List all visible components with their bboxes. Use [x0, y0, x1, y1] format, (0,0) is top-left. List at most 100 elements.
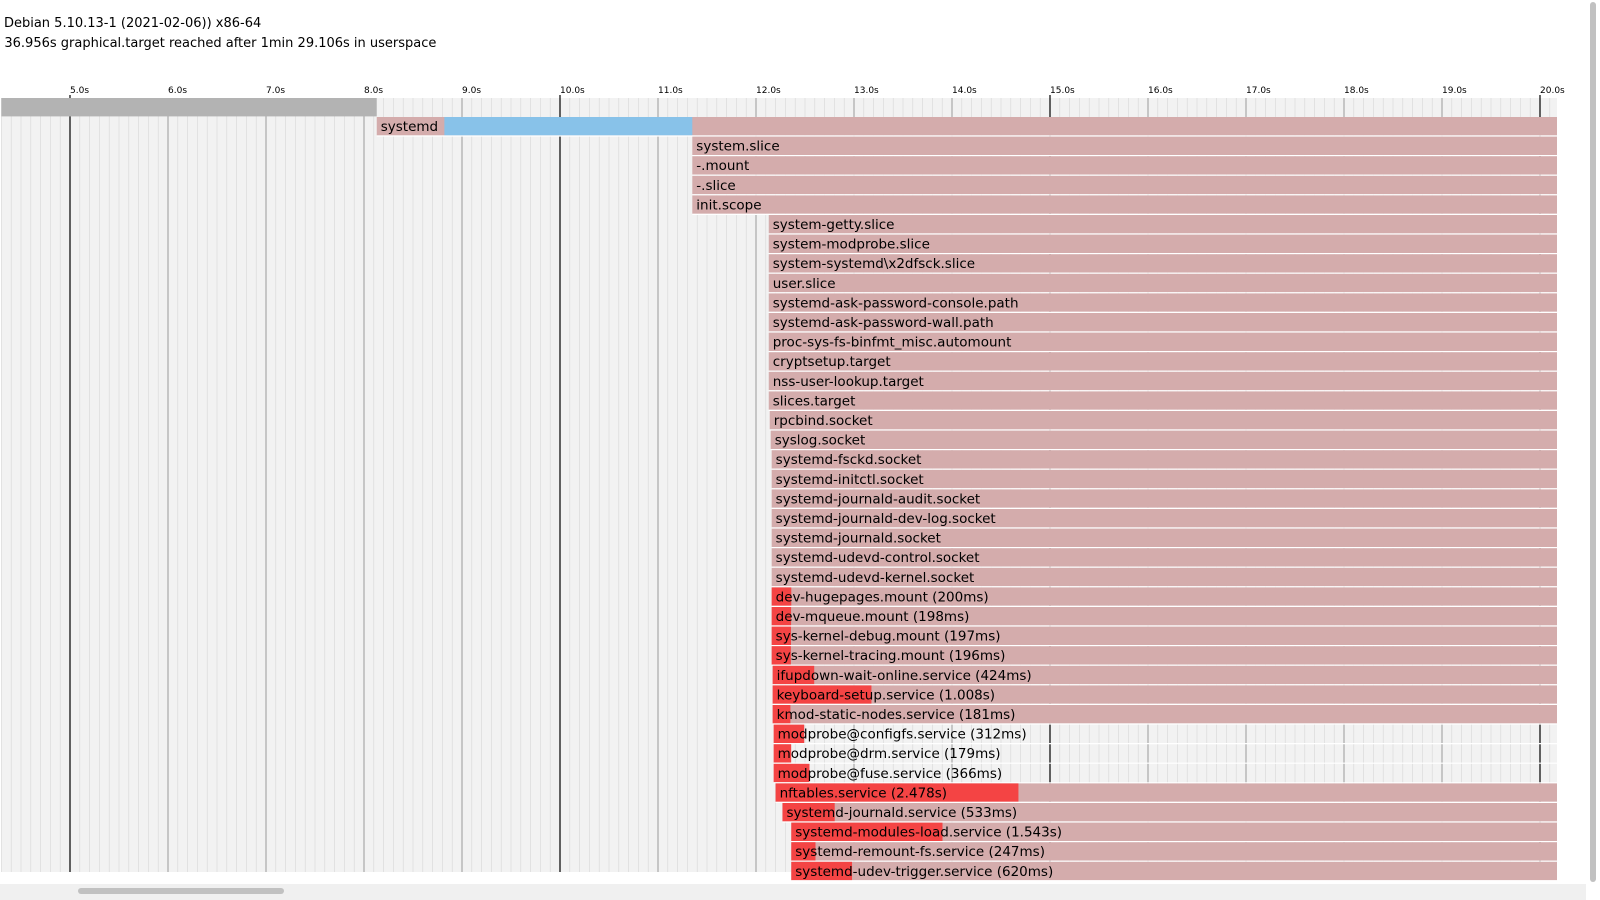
unit-label: cryptsetup.target: [773, 354, 891, 370]
active-bar: [692, 195, 1557, 214]
tick-label: 8.0s: [364, 86, 383, 96]
unit-row: modprobe@configfs.service (312ms): [773, 724, 1557, 745]
unit-row: system-modprobe.slice: [768, 234, 1557, 255]
active-bar: [768, 254, 1557, 273]
active-bar: [768, 234, 1557, 253]
active-bar: [768, 293, 1557, 312]
unit-row: systemd-remount-fs.service (247ms): [791, 842, 1557, 862]
activating-bar: [773, 744, 792, 763]
tick-label: 17.0s: [1246, 86, 1271, 96]
unit-label: systemd-journald-dev-log.socket: [776, 511, 996, 527]
unit-label: modprobe@drm.service (179ms): [778, 746, 1001, 762]
unit-label: systemd-fsckd.socket: [776, 452, 922, 468]
unit-row: sys-kernel-tracing.mount (196ms): [771, 646, 1557, 666]
active-bar: [791, 822, 1557, 841]
unit-row: systemd-ask-password-console.path: [768, 293, 1557, 313]
unit-row: systemd-initctl.socket: [771, 469, 1557, 490]
active-bar: [771, 450, 1557, 469]
tick-label: 19.0s: [1442, 86, 1467, 96]
active-bar: [768, 391, 1557, 410]
tick-label: 16.0s: [1148, 86, 1173, 96]
unit-label: systemd: [381, 119, 438, 135]
boot-info-line-startup-time: n 36.956s graphical.target reached after…: [0, 36, 437, 51]
activating-bar: [773, 763, 810, 783]
unit-row: cryptsetup.target: [768, 352, 1557, 372]
activating-bar: [782, 803, 835, 822]
activating-bar: [775, 783, 1019, 802]
active-bar: [768, 371, 1557, 391]
unit-label: slices.target: [773, 393, 856, 409]
unit-row: system.slice: [692, 136, 1557, 157]
unit-label: sys-kernel-tracing.mount (196ms): [776, 648, 1006, 664]
unit-row: systemd: [376, 117, 1557, 137]
horizontal-scrollbar[interactable]: [0, 884, 1586, 900]
activating-bar: [791, 822, 943, 841]
active-bar: [769, 411, 1557, 430]
activating-bar: [791, 861, 853, 881]
active-bar: [768, 352, 1557, 371]
unit-label: systemd-ask-password-console.path: [773, 295, 1019, 311]
vertical-scrollbar[interactable]: [1586, 0, 1600, 900]
unit-label: rpcbind.socket: [774, 413, 873, 429]
active-bar: [771, 509, 1557, 528]
unit-row: -.slice: [692, 175, 1557, 196]
unit-row: systemd-journald-audit.socket: [771, 489, 1557, 509]
unit-label: modprobe@fuse.service (366ms): [778, 766, 1003, 782]
unit-row: init.scope: [692, 195, 1557, 215]
unit-label: systemd-journald-audit.socket: [776, 491, 981, 507]
unit-label: systemd-journald.socket: [776, 531, 941, 547]
active-bar: [768, 313, 1557, 332]
unit-label: system-modprobe.slice: [773, 237, 930, 253]
unit-row: systemd-udevd-kernel.socket: [771, 567, 1557, 588]
activating-bar: [772, 705, 791, 724]
active-bar: [770, 430, 1557, 449]
unit-row: rpcbind.socket: [769, 411, 1557, 431]
unit-label: nftables.service (2.478s): [780, 785, 947, 801]
unit-row: systemd-udevd-control.socket: [771, 548, 1557, 568]
unit-row: dev-mqueue.mount (198ms): [771, 607, 1557, 627]
unit-label: keyboard-setup.service (1.008s): [777, 687, 995, 703]
unit-label: nss-user-lookup.target: [773, 374, 924, 390]
unit-row: system-getty.slice: [768, 215, 1557, 235]
unit-label: user.slice: [773, 276, 836, 292]
tick-label: 11.0s: [658, 86, 683, 96]
active-bar: [768, 215, 1557, 234]
unit-label: systemd-initctl.socket: [776, 472, 924, 488]
tick-label: 18.0s: [1344, 86, 1369, 96]
unit-label: systemd-journald.service (533ms): [786, 805, 1017, 821]
unit-label: dev-hugepages.mount (200ms): [776, 589, 989, 605]
tick-label: 15.0s: [1050, 86, 1075, 96]
unit-row: systemd-journald.service (533ms): [782, 803, 1557, 823]
active-bar: [772, 705, 1557, 724]
unit-row: sys-kernel-debug.mount (197ms): [771, 626, 1557, 647]
active-bar: [692, 175, 1557, 195]
unit-label: -.mount: [696, 158, 749, 174]
tick-label: 6.0s: [168, 86, 187, 96]
unit-label: syslog.socket: [775, 433, 866, 449]
unit-row: systemd-journald-dev-log.socket: [771, 509, 1557, 529]
unit-row: systemd-fsckd.socket: [771, 450, 1557, 470]
active-bar: [768, 273, 1557, 293]
tick-label: 12.0s: [756, 86, 781, 96]
activating-bar: [771, 646, 791, 665]
unit-label: systemd-remount-fs.service (247ms): [795, 844, 1045, 860]
unit-row: nftables.service (2.478s): [775, 783, 1557, 804]
unit-label: systemd-ask-password-wall.path: [773, 315, 994, 331]
horizontal-scrollbar-thumb[interactable]: [78, 888, 284, 894]
unit-row: slices.target: [768, 391, 1557, 411]
unit-label: system-getty.slice: [773, 217, 895, 233]
active-bar: [772, 665, 1557, 685]
unit-row: ifupdown-wait-online.service (424ms): [772, 665, 1557, 686]
bootchart-plot: 5.0s 6.0s 7.0s 8.0s 9.0s 10.0s 11.0s 12.0s 13.0s…: [1, 86, 1565, 882]
unit-row: proc-sys-fs-binfmt_misc.automount: [768, 332, 1557, 353]
active-bar: [771, 567, 1557, 587]
active-bar: [771, 646, 1557, 665]
active-bar: [771, 626, 1557, 645]
active-bar: [692, 136, 1557, 155]
unit-label: -.slice: [696, 178, 735, 194]
unit-label: sys-kernel-debug.mount (197ms): [776, 629, 1001, 645]
tick-label: 14.0s: [952, 86, 977, 96]
active-bar: [772, 685, 1557, 704]
vertical-scrollbar-thumb[interactable]: [1590, 2, 1596, 882]
unit-rows: systemd system.slice -.mount -.slice init.sc…: [376, 117, 1557, 882]
